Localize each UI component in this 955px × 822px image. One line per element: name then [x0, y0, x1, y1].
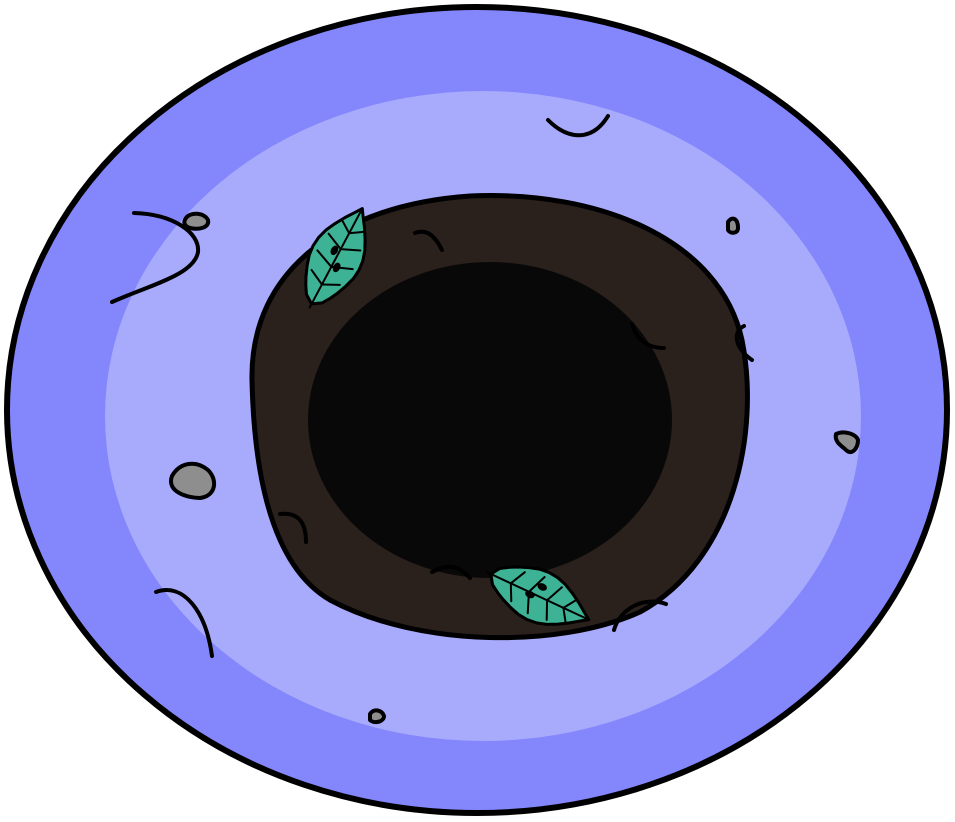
leaf-icon[interactable]	[287, 196, 385, 319]
pebble-icon	[182, 211, 211, 231]
crack-mark	[278, 511, 308, 544]
pebble-icon	[833, 430, 860, 455]
crack-mark	[630, 322, 666, 350]
pebble-icon	[368, 708, 386, 725]
crack-mark	[110, 211, 201, 304]
crack-mark	[430, 564, 472, 580]
crack-mark	[546, 114, 610, 138]
crack-mark	[612, 599, 668, 632]
leaf-icon[interactable]	[476, 549, 599, 643]
crack-marks	[110, 114, 754, 658]
hole-pit[interactable]	[308, 262, 672, 578]
crack-mark	[413, 229, 444, 252]
crack-mark	[154, 588, 214, 658]
pebbles	[169, 211, 860, 725]
crack-mark	[734, 324, 754, 362]
pebble-icon	[726, 216, 740, 235]
pebble-icon	[169, 461, 217, 500]
